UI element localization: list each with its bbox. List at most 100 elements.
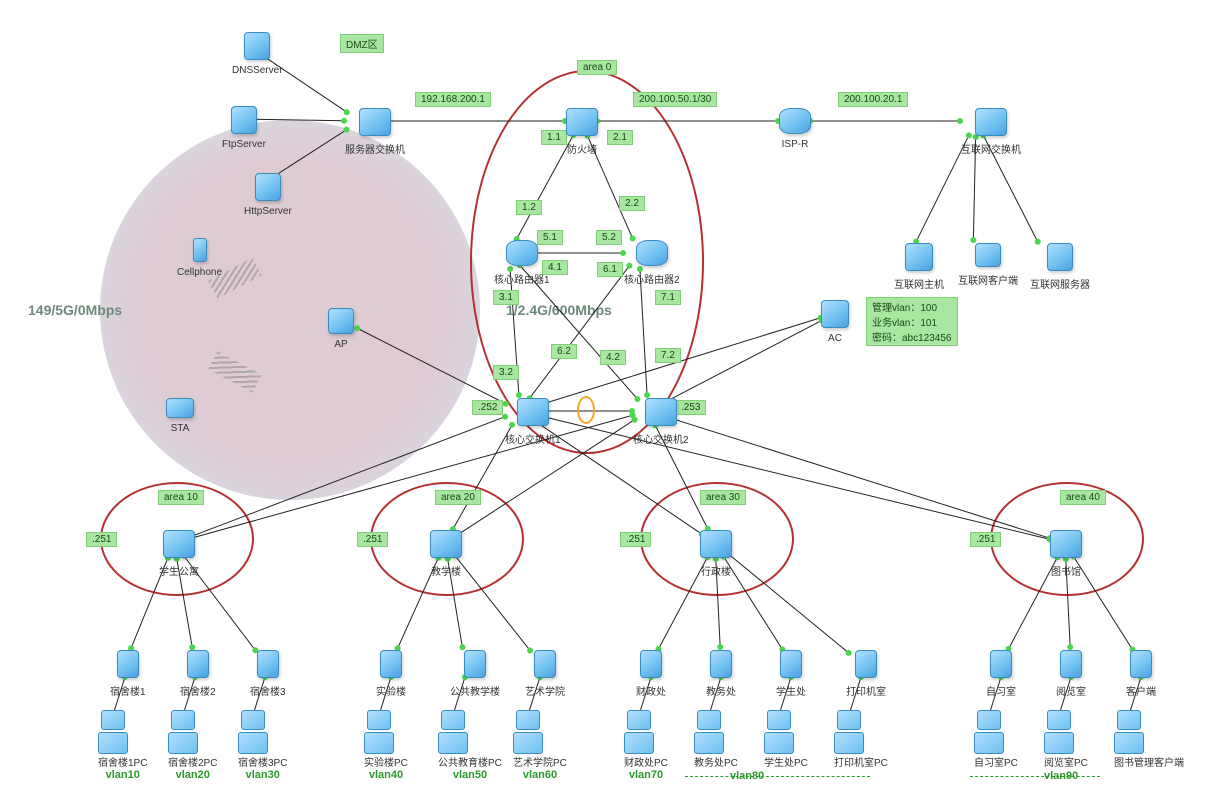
pc-icon [513,710,541,752]
node-fw[interactable]: 防火墙 [566,108,598,156]
label-w251b: .251 [357,532,388,547]
ac-icon [821,300,849,328]
node-acc30[interactable]: 行政楼 [700,530,732,578]
label-p3_2: 3.2 [493,365,519,380]
vlan-label: vlan50 [438,769,502,781]
node-r30c[interactable]: 学生处 [776,650,806,698]
label-p7_2: 7.2 [655,348,681,363]
pc-p10b[interactable]: 宿舍楼2PCvlan20 [168,710,217,781]
rack-icon [187,650,209,678]
node-http[interactable]: HttpServer [244,173,292,217]
vlan-span-label: vlan90 [1044,770,1078,782]
pc-p30b[interactable]: 教务处PC [694,710,738,769]
node-inetsvr[interactable]: 互联网服务器 [1030,243,1090,291]
node-label: 学生处 [776,683,806,698]
router-icon [506,240,538,266]
switch-icon [700,530,732,558]
node-label: Cellphone [177,267,222,278]
node-label: 教学楼 [430,563,462,578]
node-r30b[interactable]: 教务处 [706,650,736,698]
node-ispr[interactable]: ISP-R [779,108,811,150]
node-corer2[interactable]: 核心路由器2 [624,240,680,286]
node-r40c[interactable]: 客户端 [1126,650,1156,698]
node-sta[interactable]: STA [166,398,194,434]
label-p2_1: 2.1 [607,130,633,145]
pc-p20c[interactable]: 艺术学院PCvlan60 [513,710,567,781]
label-p6_1: 6.1 [597,262,623,277]
node-ftp[interactable]: FtpServer [222,106,266,150]
pc-label: 实验楼PC [364,754,408,769]
node-label: 互联网主机 [894,276,944,291]
label-dmz: DMZ区 [340,34,384,53]
node-inetsw[interactable]: 互联网交换机 [961,108,1021,156]
node-coresw2[interactable]: 核心交换机2 [633,398,689,446]
node-acc10[interactable]: 学生公寓 [159,530,199,578]
vlan-label: vlan30 [238,769,287,781]
node-acc40[interactable]: 图书馆 [1050,530,1082,578]
node-inethost[interactable]: 互联网主机 [894,243,944,291]
node-ac[interactable]: AC [821,300,849,344]
switch-icon [430,530,462,558]
pc-p30a[interactable]: 财政处PCvlan70 [624,710,668,781]
label-w251a: .251 [86,532,117,547]
pc-p10a[interactable]: 宿舍楼1PCvlan10 [98,710,147,781]
ap-icon [328,308,354,334]
node-acc20[interactable]: 教学楼 [430,530,462,578]
pc-icon [694,710,722,752]
node-r40b[interactable]: 阅览室 [1056,650,1086,698]
vlan-span-label: vlan80 [730,770,764,782]
pc-p40a[interactable]: 自习室PC [974,710,1018,769]
pc-p30c[interactable]: 学生处PC [764,710,808,769]
pc-p10c[interactable]: 宿舍楼3PCvlan30 [238,710,287,781]
switch-icon [359,108,391,136]
sta-icon [166,398,194,418]
label-p1_2: 1.2 [516,200,542,215]
node-r40a[interactable]: 自习室 [986,650,1016,698]
node-corer1[interactable]: 核心路由器1 [494,240,550,286]
vlan-label: vlan60 [513,769,567,781]
pc-p40b[interactable]: 阅览室PC [1044,710,1088,769]
node-label: 教务处 [706,683,736,698]
pc-label: 图书管理客户端 [1114,754,1184,769]
node-label: 互联网客户端 [958,272,1018,287]
pc-icon [168,710,196,752]
pc-p20a[interactable]: 实验楼PCvlan40 [364,710,408,781]
pc-label: 阅览室PC [1044,754,1088,769]
node-label: 互联网服务器 [1030,276,1090,291]
switch-icon [1050,530,1082,558]
pc-p30d[interactable]: 打印机室PC [834,710,888,769]
node-inetcli[interactable]: 互联网客户端 [958,243,1018,287]
node-r30d[interactable]: 打印机室 [846,650,886,698]
label-w251d: .251 [970,532,1001,547]
rack-icon [257,650,279,678]
node-ap[interactable]: AP [328,308,354,350]
node-r20b[interactable]: 公共教学楼 [450,650,500,698]
label-ip_192: 192.168.200.1 [415,92,491,107]
label-area30: area 30 [700,490,746,505]
node-r10a[interactable]: 宿舍楼1 [110,650,146,698]
node-label: HttpServer [244,206,292,217]
node-svrsw[interactable]: 服务器交换机 [345,108,405,156]
label-w251c: .251 [620,532,651,547]
node-r10b[interactable]: 宿舍楼2 [180,650,216,698]
vlan-label: vlan20 [168,769,217,781]
switch-icon [517,398,549,426]
node-r10c[interactable]: 宿舍楼3 [250,650,286,698]
node-dns[interactable]: DNSServer [232,32,283,76]
pc-icon [438,710,466,752]
pc-icon [834,710,862,752]
pc-icon [1114,710,1142,752]
pc-icon [624,710,652,752]
node-label: 阅览室 [1056,683,1086,698]
node-label: 艺术学院 [525,683,565,698]
node-cell[interactable]: Cellphone [177,238,222,278]
switch-icon [163,530,195,558]
pc-p40c[interactable]: 图书管理客户端 [1114,710,1184,769]
node-coresw1[interactable]: 核心交换机1 [505,398,561,446]
node-r20a[interactable]: 实验楼 [376,650,406,698]
pc-icon [974,710,1002,752]
node-r30a[interactable]: 财政处 [636,650,666,698]
router-icon [636,240,668,266]
pc-p20b[interactable]: 公共教育楼PCvlan50 [438,710,502,781]
node-r20c[interactable]: 艺术学院 [525,650,565,698]
